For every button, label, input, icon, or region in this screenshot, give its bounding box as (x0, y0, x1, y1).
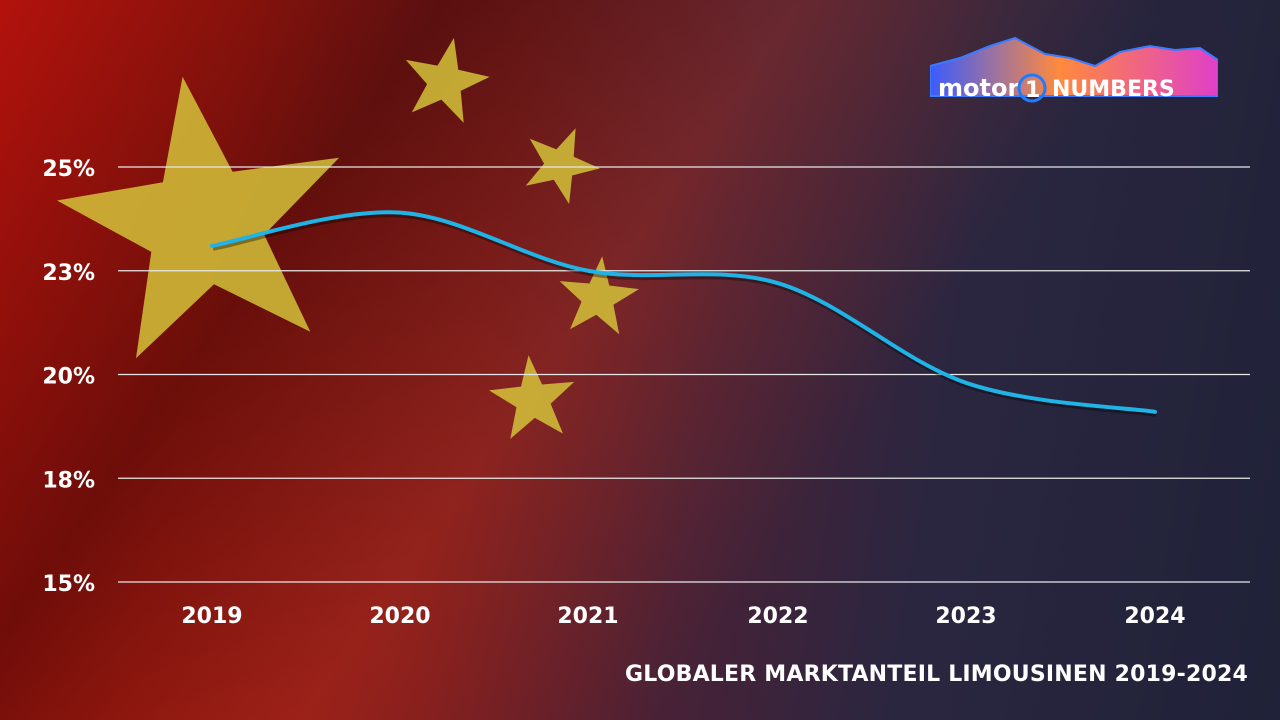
y-tick-label: 23% (42, 261, 95, 286)
motor1-numbers-logo: motor 1 NUMBERS (929, 36, 1219, 110)
x-tick-label: 2021 (557, 604, 618, 629)
x-tick-label: 2020 (369, 604, 430, 629)
flag-star-icon (405, 37, 490, 123)
flag-star-icon (559, 256, 639, 335)
y-tick-label: 18% (42, 468, 95, 493)
flag-star-icon (525, 128, 600, 204)
svg-text:NUMBERS: NUMBERS (1052, 77, 1175, 102)
x-tick-label: 2022 (747, 604, 808, 629)
series-line-shadow (212, 211, 1157, 417)
y-tick-label: 15% (42, 572, 95, 597)
flag-star-icon (57, 76, 340, 359)
flag-star-icon (489, 355, 575, 439)
svg-text:motor: motor (938, 74, 1019, 102)
x-tick-label: 2024 (1124, 604, 1185, 629)
flag-stars (57, 37, 639, 439)
chart-caption: GLOBALER MARKTANTEIL LIMOUSINEN 2019-202… (625, 662, 1248, 687)
x-tick-label: 2023 (935, 604, 996, 629)
x-tick-label: 2019 (181, 604, 242, 629)
y-tick-label: 25% (42, 157, 95, 182)
series-line (210, 210, 1157, 414)
svg-text:1: 1 (1025, 78, 1040, 103)
y-tick-label: 20% (42, 365, 95, 390)
